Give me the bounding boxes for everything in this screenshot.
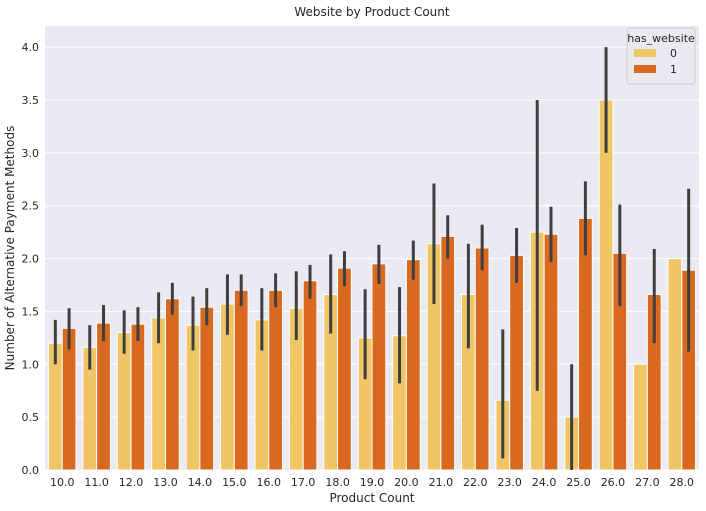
x-tick-label: 11.0 [84,476,109,489]
bar-13.0-series-1 [164,298,180,471]
x-tick-label: 23.0 [497,476,522,489]
bar-22.0-series-1 [474,247,490,471]
x-tick-label: 18.0 [325,476,350,489]
x-axis-label: Product Count [329,491,414,505]
y-tick-label: 0.5 [22,411,40,424]
legend-title: has_website [627,32,695,45]
y-tick-label: 2.0 [22,253,40,266]
bar-18.0-series-1 [337,267,352,471]
x-tick-label: 28.0 [670,476,695,489]
bar-12.0-series-1 [130,323,146,471]
legend-label-1: 1 [670,63,677,76]
x-tick-label: 20.0 [394,476,419,489]
y-tick-labels: 0.0 0.5 1.0 1.5 2.0 2.5 3.0 3.5 4.0 [22,41,40,477]
x-tick-label: 25.0 [566,476,591,489]
bar-23.0-series-1 [509,254,524,471]
y-tick-label: 1.0 [22,358,40,371]
x-tick-label: 12.0 [119,476,144,489]
bars [47,99,697,471]
bar-11.0-series-1 [96,322,111,471]
x-tick-label: 15.0 [222,476,247,489]
bar-25.0-series-1 [578,217,593,471]
chart-title: Website by Product Count [294,5,449,19]
x-tick-label: 26.0 [601,476,626,489]
bar-26.0-series-0 [598,99,614,471]
y-tick-label: 4.0 [22,41,40,54]
x-tick-label: 19.0 [360,476,385,489]
legend-label-0: 0 [670,47,677,60]
x-tick-label: 17.0 [291,476,316,489]
y-tick-label: 0.0 [22,464,40,477]
legend-swatch-1 [634,65,656,73]
legend-swatch-0 [634,49,656,57]
bar-28.0-series-0 [667,258,683,471]
x-tick-label: 13.0 [153,476,178,489]
y-tick-label: 1.5 [22,305,40,318]
bar-27.0-series-0 [633,363,648,471]
x-tick-label: 10.0 [50,476,75,489]
legend: has_website 0 1 [626,27,696,85]
x-tick-label: 22.0 [463,476,488,489]
error-bars [53,47,691,470]
bar-20.0-series-1 [405,259,421,471]
bar-15.0-series-1 [233,289,249,471]
bar-16.0-series-1 [268,289,284,471]
x-tick-label: 14.0 [188,476,213,489]
x-tick-label: 21.0 [429,476,454,489]
y-axis-label: Number of Alternative Payment Methods [3,126,17,371]
bar-21.0-series-1 [440,235,456,471]
bar-17.0-series-1 [302,280,318,471]
bar-19.0-series-1 [371,263,387,471]
x-tick-label: 24.0 [532,476,557,489]
bar-24.0-series-1 [543,233,559,471]
bar-14.0-series-1 [199,306,215,471]
y-tick-label: 2.5 [22,200,40,213]
x-tick-labels: 10.0 11.0 12.0 13.0 14.0 15.0 16.0 17.0 18.0 19.0… [50,476,694,489]
y-tick-label: 3.0 [22,147,40,160]
x-tick-label: 27.0 [635,476,660,489]
y-tick-label: 3.5 [22,94,40,107]
x-tick-label: 16.0 [256,476,281,489]
bar-10.0-series-1 [61,327,77,471]
